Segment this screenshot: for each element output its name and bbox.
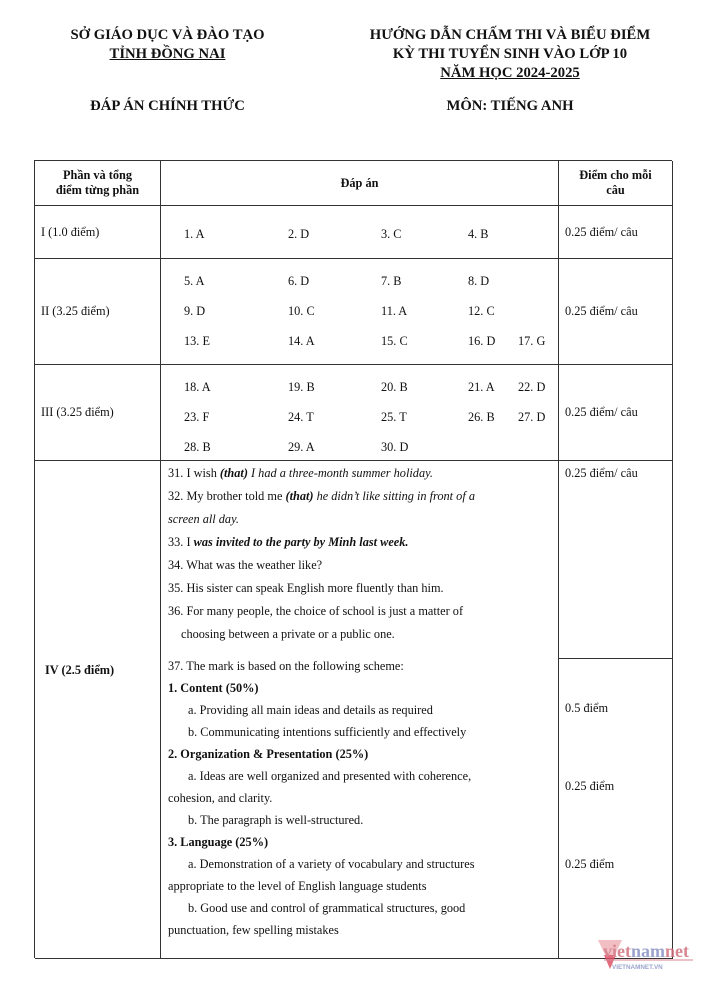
svg-text:VIETNAMNET.VN: VIETNAMNET.VN [612, 964, 663, 971]
svg-text:vietnamnet: vietnamnet [603, 941, 689, 961]
